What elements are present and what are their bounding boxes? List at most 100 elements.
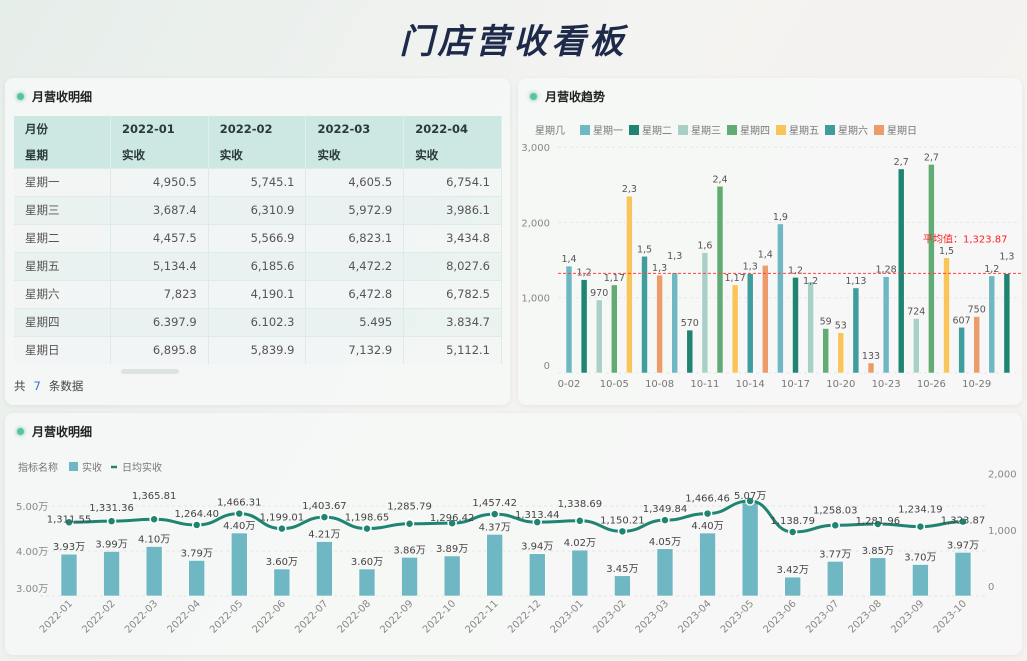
column-header[interactable]: 星期 xyxy=(14,142,111,168)
column-header[interactable]: 月份 xyxy=(14,116,111,142)
bar-value-label: 1,3 xyxy=(652,263,667,274)
line-value-label: 1,313.44 xyxy=(515,510,560,521)
line-value-label: 1,331.36 xyxy=(89,503,134,514)
x-tick-label: 10-17 xyxy=(781,379,810,390)
x-tick-label: 2022-10 xyxy=(421,598,458,635)
bar xyxy=(988,275,996,374)
line-point xyxy=(277,523,287,534)
column-header[interactable]: 实收 xyxy=(110,142,209,168)
bar-value-label: 4.21万 xyxy=(308,530,340,541)
column-header[interactable]: 2022-01 xyxy=(110,116,209,142)
legend-swatch xyxy=(678,125,688,135)
legend-item: 星期四 xyxy=(740,125,770,137)
bar-value-label: 53 xyxy=(835,321,847,332)
line-value-label: 1,311.55 xyxy=(47,514,92,525)
bar xyxy=(316,541,333,597)
x-tick-label: 2023-01 xyxy=(549,598,586,635)
x-tick-label: 2023-04 xyxy=(676,598,713,635)
line-point xyxy=(106,516,117,526)
bar-value-label: 59 xyxy=(820,316,832,327)
column-header[interactable]: 2022-03 xyxy=(305,116,405,142)
bar xyxy=(273,568,291,597)
panel-title-text: 月营收趋势 xyxy=(545,90,606,104)
bar xyxy=(822,328,829,374)
line-point xyxy=(404,518,415,529)
cell-weekday: 星期六 xyxy=(14,279,111,308)
bar xyxy=(145,546,163,597)
column-header[interactable]: 2022-02 xyxy=(208,116,307,142)
bar-value-label: 3.94万 xyxy=(521,542,553,553)
line-point xyxy=(149,514,159,524)
line-value-label: 1,198.65 xyxy=(345,513,390,524)
bar-value-label: 3.86万 xyxy=(393,545,425,556)
x-tick-label: 2022-08 xyxy=(336,598,373,635)
legend-title: 指标名称 xyxy=(18,461,58,474)
panel-title-text: 月营收明细 xyxy=(32,425,93,439)
cell-weekday: 星期四 xyxy=(14,307,111,336)
x-tick-label: 10-11 xyxy=(690,379,719,390)
panel-title: 月营收明细 xyxy=(17,423,92,440)
column-header[interactable]: 实收 xyxy=(305,142,405,168)
bar xyxy=(731,284,739,374)
x-tick-label: 2023-10 xyxy=(932,598,969,635)
cell-weekday: 星期一 xyxy=(14,167,111,196)
line-series xyxy=(68,499,963,534)
bar xyxy=(580,279,588,374)
right-y-tick-label: 2,000 xyxy=(988,470,1017,481)
bar-value-label: 1,2 xyxy=(788,265,803,276)
header-row: 星期 实收 实收 实收 实收 xyxy=(14,142,502,168)
y-tick-label: 3,000 xyxy=(521,143,550,154)
bar xyxy=(837,332,845,374)
bar-value-label: 1,3 xyxy=(743,262,758,273)
bar xyxy=(571,549,589,597)
bar xyxy=(60,553,78,597)
revenue-table: 月份 2022-01 2022-02 2022-03 2022-04 星期 实收 实收 实收 实收… xyxy=(14,116,502,364)
bar-value-label: 3.99万 xyxy=(95,539,127,550)
bar xyxy=(614,575,631,597)
x-tick-label: 2022-02 xyxy=(80,598,117,635)
legend-swatch xyxy=(629,125,639,135)
panel-title-text: 月营收明细 xyxy=(32,90,93,104)
column-header[interactable]: 2022-04 xyxy=(403,116,502,142)
bar-value-label: 4.37万 xyxy=(479,522,511,533)
bar xyxy=(565,265,573,374)
cell-value: 6,782.5 xyxy=(403,279,502,308)
line-point xyxy=(191,520,202,530)
bullet-icon xyxy=(530,93,537,100)
legend-item: 实收 xyxy=(82,461,102,474)
cell-value: 7,132.9 xyxy=(305,335,405,364)
line-point xyxy=(745,496,755,506)
bar xyxy=(611,284,618,374)
cell-value: 4,190.1 xyxy=(208,279,307,308)
bar xyxy=(882,276,890,374)
column-header[interactable]: 实收 xyxy=(403,142,502,168)
cell-value: 5,745.1 xyxy=(208,167,307,196)
bar-value-label: 133 xyxy=(862,351,880,362)
bar-value-label: 1,2 xyxy=(803,276,818,287)
horizontal-scrollbar[interactable] xyxy=(121,369,179,374)
left-y-tick-label: 5.00万 xyxy=(16,502,48,513)
cell-weekday: 星期二 xyxy=(14,223,111,252)
bar xyxy=(528,553,546,597)
legend-item: 星期五 xyxy=(789,125,819,137)
line-value-label: 1,466.46 xyxy=(685,494,730,505)
x-tick-label: 2022-04 xyxy=(165,598,202,635)
line-point xyxy=(532,517,543,527)
bar-value-label: 3.79万 xyxy=(181,548,213,559)
bar-value-label: 4.05万 xyxy=(649,537,681,548)
line-point xyxy=(234,508,245,519)
y-tick-label: 1,000 xyxy=(521,294,550,305)
bar xyxy=(641,256,648,374)
bar-value-label: 1,9 xyxy=(773,212,788,223)
cell-value: 6.102.3 xyxy=(208,307,307,336)
bar-value-label: 3.89万 xyxy=(436,544,468,555)
cell-value: 7,823 xyxy=(110,279,209,308)
line-value-label: 1,281.96 xyxy=(856,516,901,527)
bar-value-label: 3.85万 xyxy=(862,546,894,557)
legend-swatch xyxy=(776,125,786,135)
bar-value-label: 3.42万 xyxy=(777,565,809,576)
table-scroll-area[interactable]: 月份 2022-01 2022-02 2022-03 2022-04 星期 实收 实收 实收 实收… xyxy=(5,78,502,378)
column-header[interactable]: 实收 xyxy=(208,142,307,168)
bar xyxy=(954,552,972,597)
cell-value: 3,687.4 xyxy=(110,195,209,224)
